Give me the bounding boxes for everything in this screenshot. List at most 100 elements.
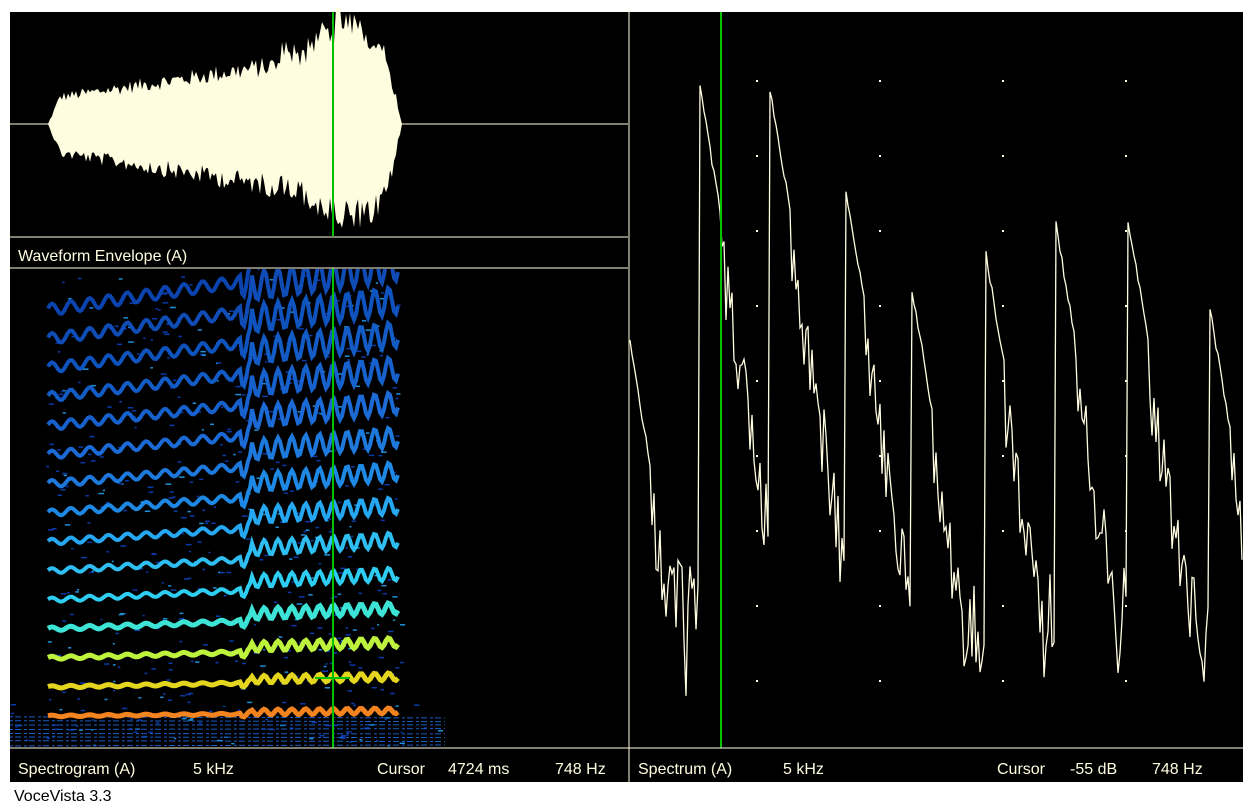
- status-text: -55 dB: [1070, 761, 1117, 778]
- noise: [351, 520, 356, 523]
- noise: [392, 619, 396, 621]
- noise: [180, 516, 187, 519]
- status-text: 4724 ms: [448, 761, 509, 778]
- noise: [234, 660, 239, 662]
- noise: [438, 729, 444, 732]
- noise: [377, 624, 380, 626]
- noise: [155, 308, 159, 310]
- noise: [278, 636, 283, 638]
- noise: [345, 731, 352, 733]
- spectrogram-panel: [10, 268, 446, 748]
- noise: [307, 334, 313, 337]
- noise: [384, 483, 390, 486]
- noise: [324, 670, 329, 672]
- noise: [216, 380, 219, 382]
- noise: [190, 660, 194, 663]
- noise: [335, 637, 341, 640]
- noise: [384, 718, 387, 721]
- noise: [117, 446, 121, 449]
- noise: [142, 735, 148, 738]
- noise: [424, 727, 427, 729]
- noise: [380, 688, 384, 691]
- grid-dot: [1002, 80, 1004, 82]
- noise: [169, 387, 173, 389]
- noise: [134, 426, 137, 429]
- grid-dot: [879, 605, 881, 607]
- noise: [229, 640, 234, 642]
- grid-dot: [1002, 455, 1004, 457]
- noise: [77, 277, 82, 280]
- noise: [217, 362, 222, 364]
- noise: [305, 521, 311, 523]
- noise: [368, 454, 375, 457]
- noise: [118, 278, 123, 280]
- noise: [185, 543, 192, 546]
- noise: [115, 632, 119, 635]
- noise: [52, 735, 56, 737]
- noise: [179, 640, 183, 643]
- noise: [62, 620, 67, 622]
- noise: [262, 453, 268, 455]
- noise: [259, 559, 264, 561]
- noise: [397, 304, 401, 306]
- grid-dot: [879, 230, 881, 232]
- noise: [220, 406, 224, 408]
- noise: [222, 454, 227, 457]
- noise: [184, 578, 190, 580]
- noise: [379, 354, 383, 357]
- noise: [267, 410, 274, 413]
- noise: [213, 506, 217, 508]
- noise: [144, 672, 148, 675]
- noise: [132, 589, 135, 591]
- noise: [220, 444, 223, 446]
- noise: [283, 492, 288, 495]
- noise: [361, 356, 366, 358]
- noise: [70, 613, 74, 616]
- noise: [78, 381, 81, 384]
- noise: [56, 654, 62, 657]
- grid-dot: [1125, 305, 1127, 307]
- noise-band: [10, 744, 446, 747]
- harmonic: [46, 354, 400, 431]
- noise: [279, 724, 286, 727]
- noise: [202, 509, 206, 512]
- grid-dot: [1002, 680, 1004, 682]
- noise: [189, 481, 194, 484]
- noise: [414, 704, 420, 706]
- noise: [197, 587, 201, 590]
- noise: [358, 667, 363, 669]
- noise: [265, 718, 269, 721]
- noise: [346, 347, 351, 350]
- noise: [225, 460, 229, 462]
- noise: [144, 510, 151, 513]
- noise: [344, 355, 350, 357]
- noise: [90, 460, 96, 462]
- noise: [337, 501, 341, 504]
- noise: [328, 518, 332, 521]
- noise: [278, 418, 283, 420]
- noise: [150, 367, 153, 369]
- noise: [366, 353, 369, 356]
- waveform-panel: [10, 7, 628, 236]
- noise: [202, 568, 206, 571]
- noise: [56, 449, 61, 451]
- noise: [197, 329, 202, 331]
- noise: [188, 692, 194, 695]
- noise: [385, 416, 390, 419]
- noise: [275, 461, 280, 464]
- noise: [351, 304, 354, 307]
- noise: [377, 589, 382, 592]
- noise: [356, 350, 362, 352]
- noise: [185, 693, 191, 696]
- noise: [120, 612, 126, 615]
- noise: [353, 704, 357, 707]
- grid-dot: [879, 530, 881, 532]
- noise: [161, 582, 164, 584]
- noise: [188, 550, 191, 553]
- noise: [345, 485, 349, 487]
- noise: [382, 592, 387, 595]
- noise: [269, 728, 275, 731]
- noise: [296, 512, 301, 515]
- noise: [129, 302, 135, 304]
- noise: [291, 581, 297, 583]
